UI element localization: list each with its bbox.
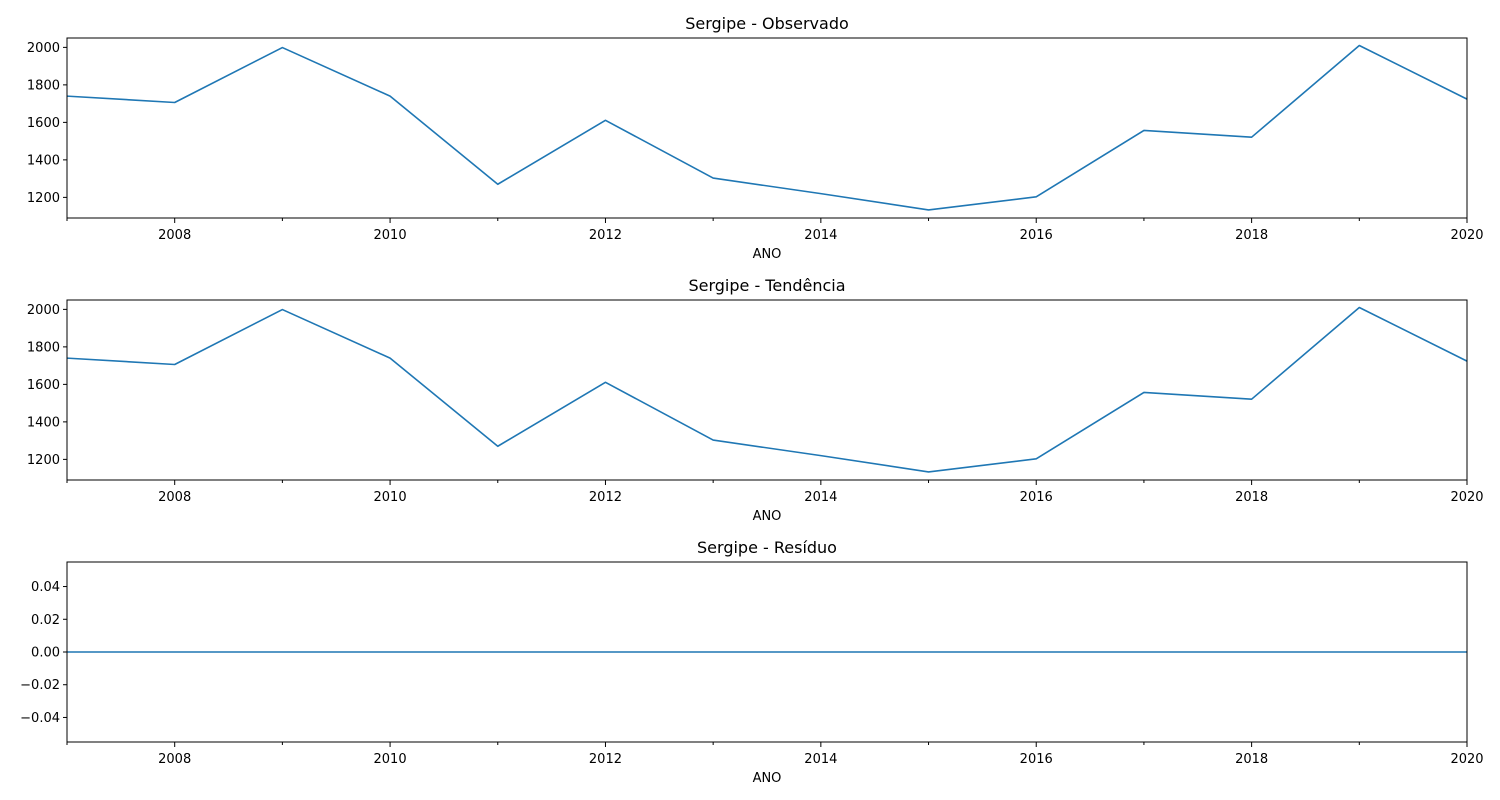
y-tick-label: −0.04	[20, 711, 60, 726]
chart-title: Sergipe - Tendência	[688, 276, 845, 295]
x-tick-label: 2020	[1450, 490, 1483, 505]
x-tick-label: 2012	[589, 752, 622, 767]
y-tick-label: 1400	[27, 153, 60, 168]
x-tick-label: 2010	[374, 490, 407, 505]
x-tick-label: 2008	[158, 228, 191, 243]
x-axis-label: ANO	[753, 509, 782, 524]
y-tick-label: 1200	[27, 191, 60, 206]
y-tick-label: 1200	[27, 453, 60, 468]
x-tick-label: 2010	[374, 228, 407, 243]
x-tick-label: 2012	[589, 228, 622, 243]
x-tick-label: 2020	[1450, 228, 1483, 243]
series-line-1	[66, 44, 1468, 211]
x-tick-label: 2020	[1450, 752, 1483, 767]
chart-title: Sergipe - Resíduo	[697, 538, 837, 557]
y-tick-label: 1400	[27, 415, 60, 430]
y-tick-label: 0.00	[31, 646, 60, 661]
chart-title: Sergipe - Observado	[685, 14, 849, 33]
y-tick-label: 0.04	[31, 580, 60, 595]
y-tick-label: 0.02	[31, 613, 60, 628]
y-tick-label: 2000	[27, 41, 60, 56]
x-tick-label: 2018	[1235, 490, 1268, 505]
x-tick-label: 2016	[1020, 752, 1053, 767]
x-tick-label: 2014	[804, 228, 837, 243]
axes-frame	[66, 299, 1468, 481]
x-axis-label: ANO	[753, 771, 782, 786]
y-tick-label: 1600	[27, 378, 60, 393]
chart-panel-2: Sergipe - Tendência 1200 1400 1600 1800 2000 2…	[27, 276, 1484, 524]
series-line-1	[66, 306, 1468, 473]
chart-panel-3: Sergipe - Resíduo −0.04 −0.02 0.00 0.02 0.04 2…	[20, 538, 1483, 786]
y-tick-label: −0.02	[20, 678, 60, 693]
y-tick-label: 2000	[27, 303, 60, 318]
x-tick-label: 2018	[1235, 228, 1268, 243]
x-tick-label: 2008	[158, 490, 191, 505]
x-tick-label: 2008	[158, 752, 191, 767]
chart-panel-1: Sergipe - Observado 1200 1400 1600 1800 2000 2…	[27, 14, 1484, 262]
x-tick-label: 2016	[1020, 228, 1053, 243]
x-tick-label: 2016	[1020, 490, 1053, 505]
x-tick-label: 2014	[804, 752, 837, 767]
x-tick-label: 2012	[589, 490, 622, 505]
y-tick-label: 1600	[27, 116, 60, 131]
y-tick-label: 1800	[27, 78, 60, 93]
x-axis-label: ANO	[753, 247, 782, 262]
y-tick-label: 1800	[27, 340, 60, 355]
axes-frame	[66, 37, 1468, 219]
x-tick-label: 2010	[374, 752, 407, 767]
x-tick-label: 2018	[1235, 752, 1268, 767]
x-tick-label: 2014	[804, 490, 837, 505]
